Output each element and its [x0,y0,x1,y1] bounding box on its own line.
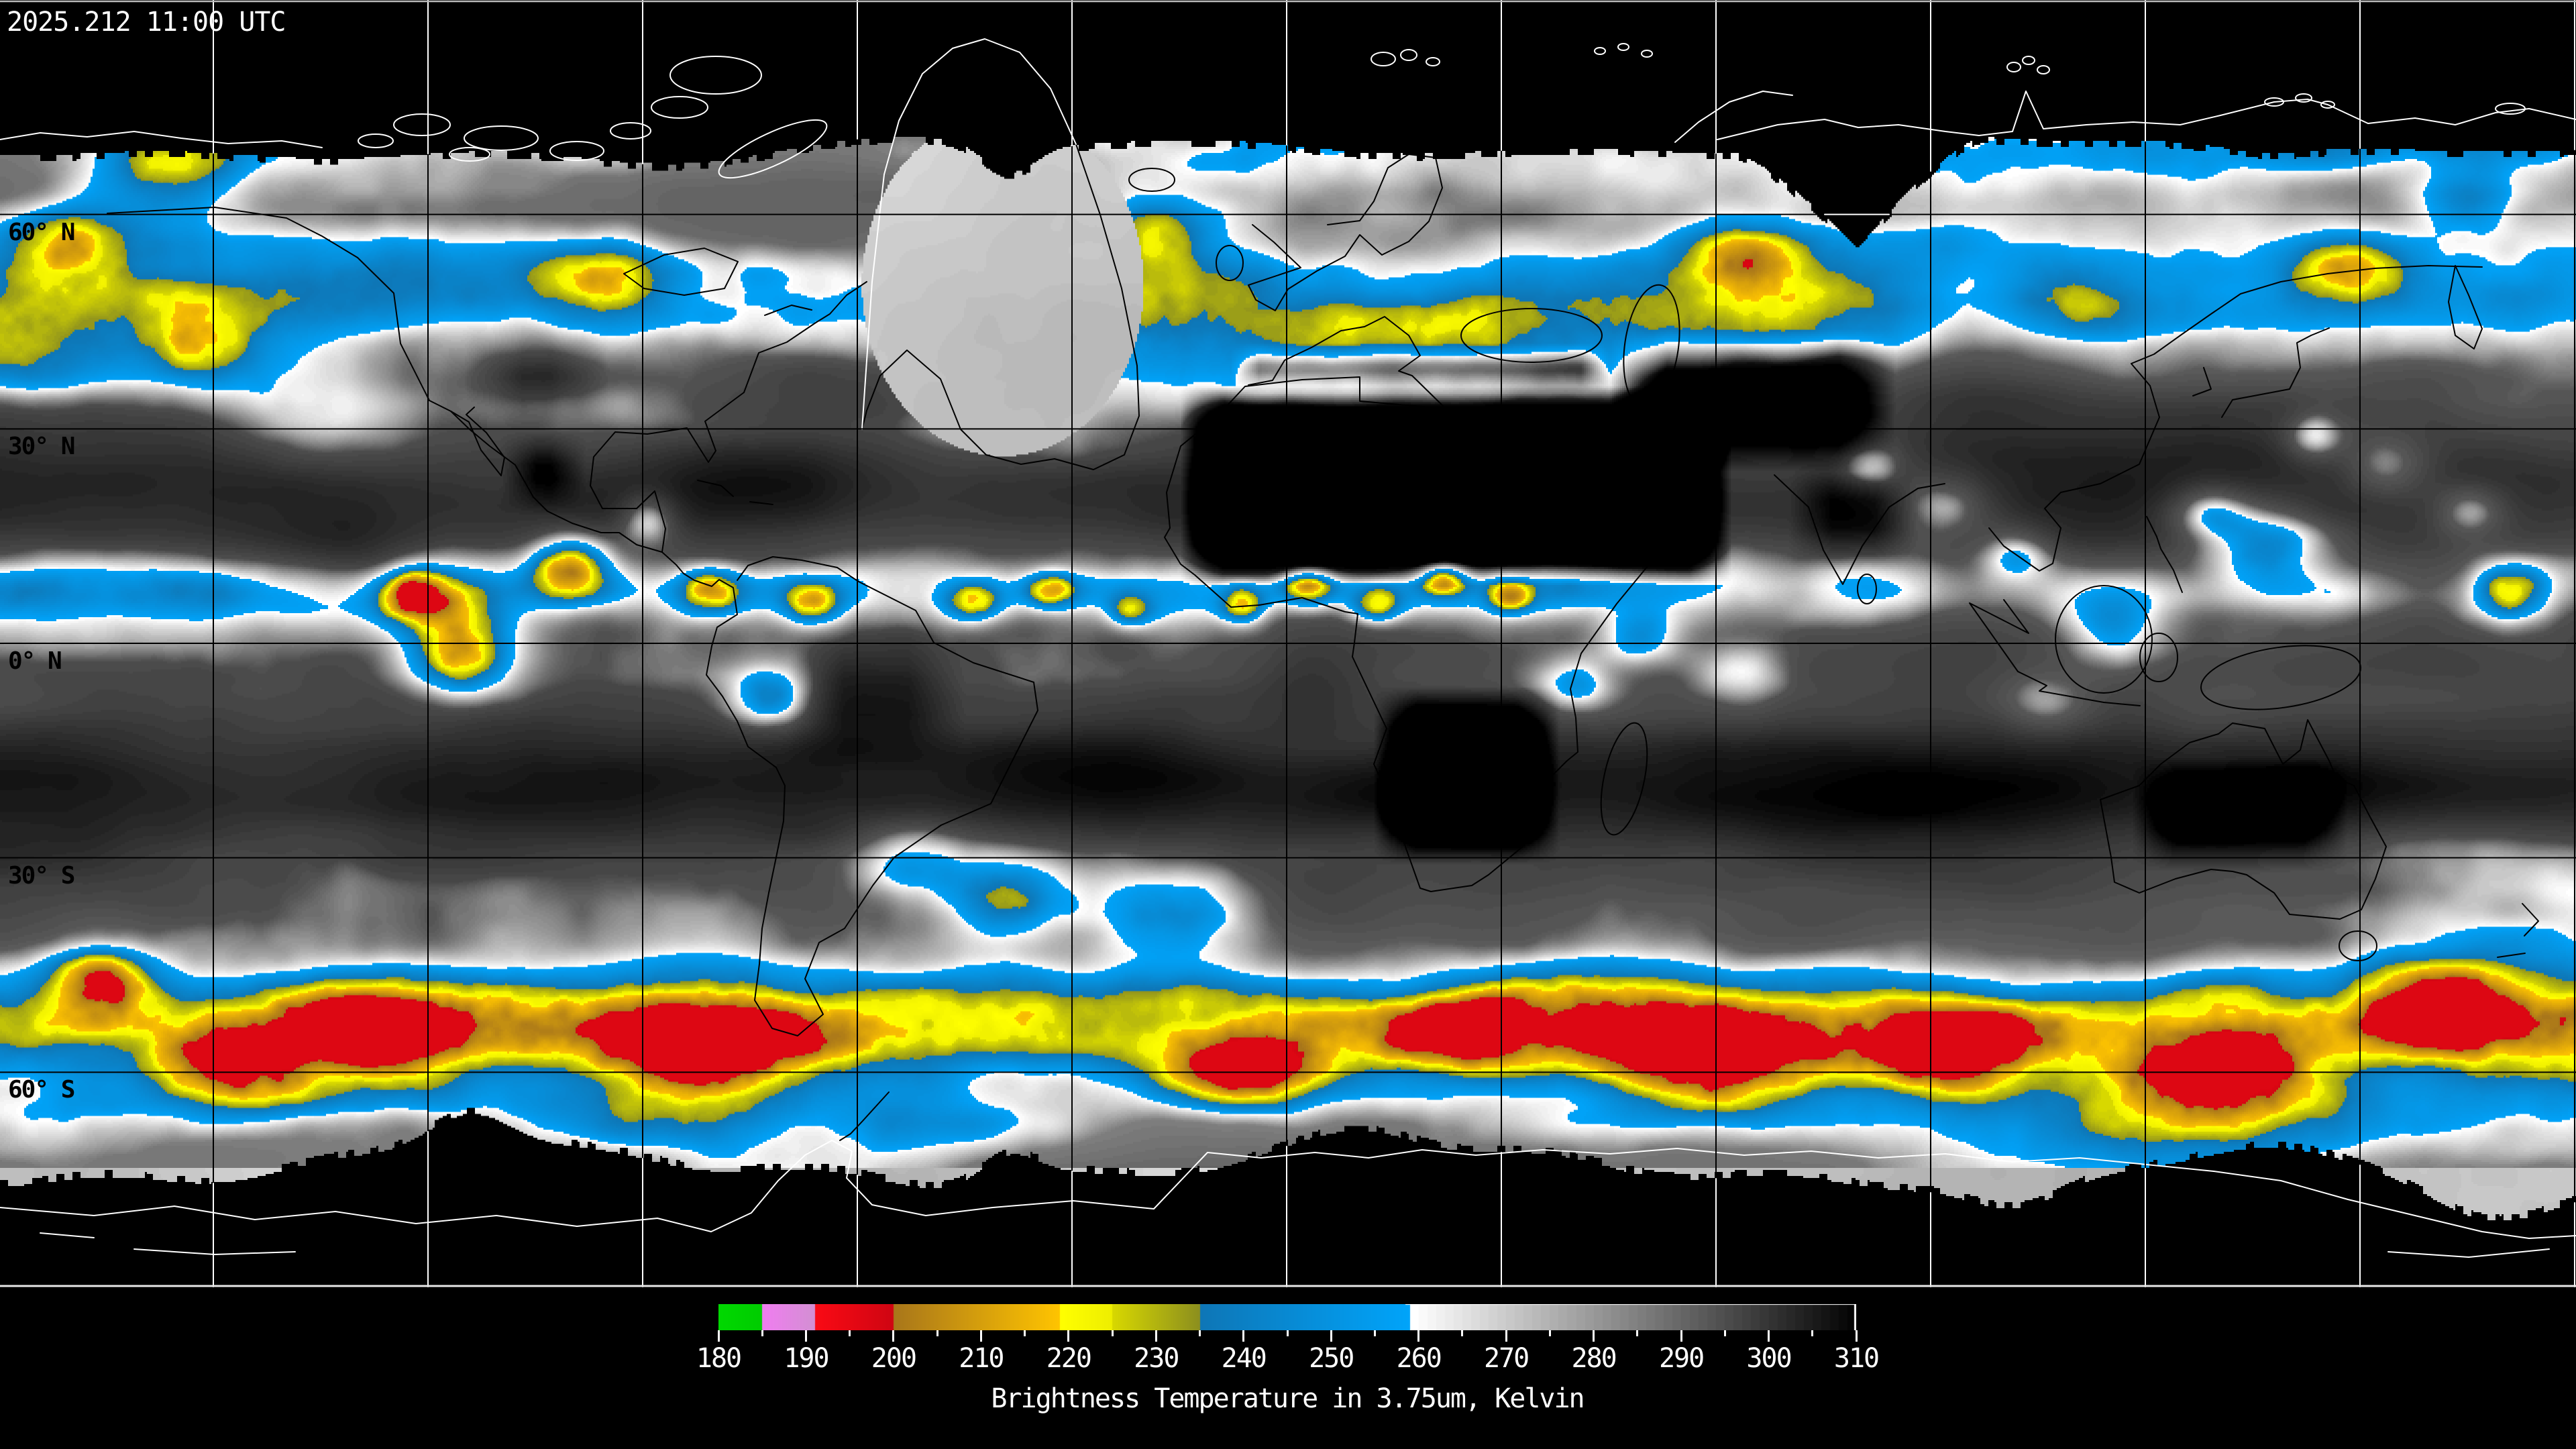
colorbar-tick-label: 250 [1309,1343,1354,1374]
colorbar-tick [1067,1330,1070,1342]
colorbar-tick-label: 180 [696,1343,742,1374]
colorbar-tick [936,1330,938,1336]
latitude-label: 30° N [8,433,75,461]
colorbar-tick [849,1330,851,1336]
colorbar-tick [1199,1330,1201,1336]
colorbar-tick-label: 280 [1571,1343,1617,1374]
colorbar-tick [1286,1330,1289,1336]
colorbar-tick [1330,1330,1332,1342]
latitude-label: 0° N [8,647,62,675]
colorbar-tick [1242,1330,1245,1342]
colorbar-tick-label: 190 [784,1343,829,1374]
colorbar-tick [1680,1330,1682,1342]
colorbar-tick [1461,1330,1464,1336]
colorbar-tick-label: 200 [871,1343,917,1374]
colorbar-tick [1855,1330,1858,1342]
colorbar-tick [979,1330,982,1342]
colorbar-tick-label: 220 [1046,1343,1092,1374]
colorbar-tick [1505,1330,1507,1342]
colorbar-tick [1723,1330,1726,1336]
colorbar-tick [1593,1330,1595,1342]
timestamp-label: 2025.212 11:00 UTC [7,7,286,38]
colorbar-tick-label: 270 [1484,1343,1529,1374]
colorbar-tick [1024,1330,1026,1336]
latitude-label: 60° N [8,218,75,246]
latitude-label: 60° S [8,1076,75,1104]
colorbar-tick [1417,1330,1420,1342]
colorbar-tick [1768,1330,1770,1342]
colorbar-tick-label: 210 [959,1343,1004,1374]
colorbar-tick-label: 310 [1833,1343,1880,1374]
colorbar-tick [1155,1330,1157,1342]
colorbar-tick-label: 260 [1396,1343,1442,1374]
colorbar-tick [1373,1330,1376,1336]
colorbar-caption: Brightness Temperature in 3.75um, Kelvin [991,1383,1585,1414]
colorbar-gradient [718,1304,1856,1330]
colorbar-tick-label: 300 [1746,1343,1792,1374]
colorbar-tick [804,1330,807,1342]
colorbar-tick [1111,1330,1114,1336]
colorbar-tick [761,1330,763,1336]
colorbar-tick-label: 290 [1658,1343,1705,1374]
colorbar-tick [1548,1330,1551,1336]
colorbar-tick-label: 240 [1221,1343,1267,1374]
colorbar-tick [1636,1330,1639,1336]
latitude-label: 30° S [8,861,75,890]
colorbar-tick [1811,1330,1814,1336]
colorbar-tick [717,1330,720,1342]
colorbar-tick-label: 230 [1134,1343,1179,1374]
colorbar-tick [892,1330,895,1342]
